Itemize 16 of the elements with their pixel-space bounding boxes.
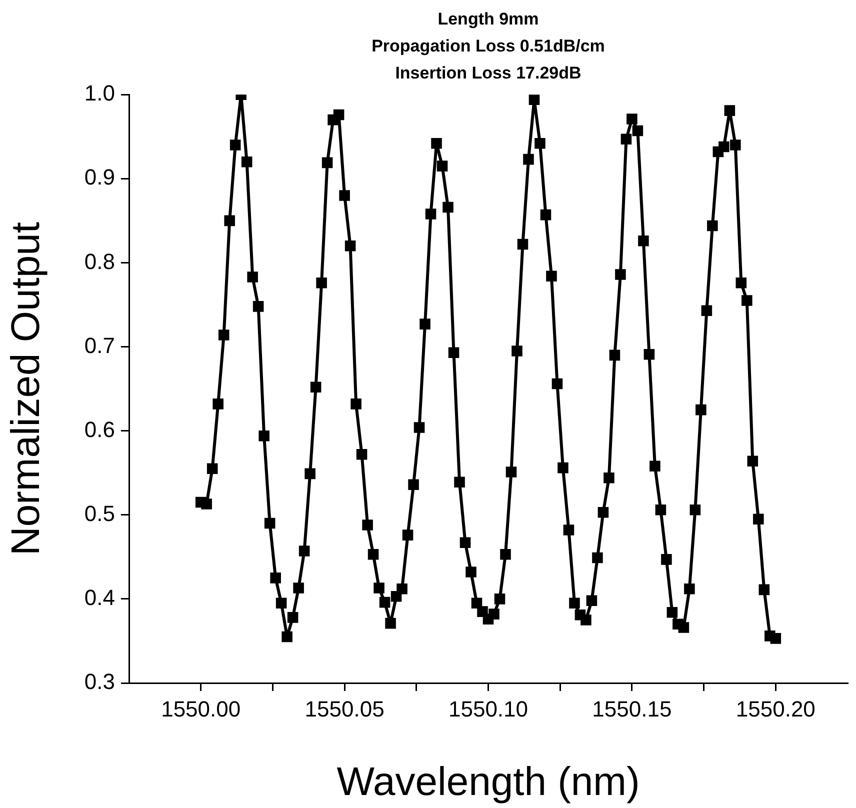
y-tick-label: 0.6 — [84, 416, 115, 442]
x-tick-label: 1550.20 — [736, 696, 816, 722]
x-axis-title: Wavelength (nm) — [336, 760, 640, 804]
y-axis-title: Normalized Output — [4, 222, 48, 556]
y-tick-label: 1.0 — [84, 80, 115, 106]
y-tick-label: 0.8 — [84, 248, 115, 274]
y-tick-label: 0.3 — [84, 669, 115, 694]
x-tick-label: 1550.00 — [161, 696, 241, 722]
x-tick-label: 1550.10 — [448, 696, 528, 722]
y-tick-label: 0.5 — [84, 500, 115, 526]
y-tick-label: 0.9 — [84, 164, 115, 190]
x-tick-label: 1550.15 — [592, 696, 672, 722]
y-tick-label: 0.7 — [84, 332, 115, 358]
chart-title: Length 9mm Propagation Loss 0.51dB/cm Insertion Loss 17.29dB — [372, 9, 605, 83]
y-tick-label: 0.4 — [84, 585, 115, 610]
x-tick-label: 1550.05 — [304, 696, 384, 722]
